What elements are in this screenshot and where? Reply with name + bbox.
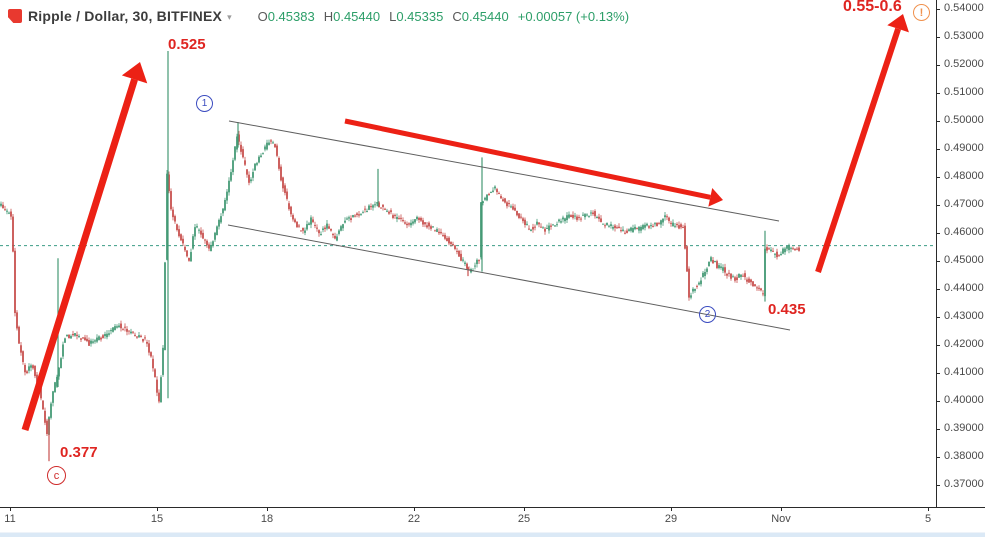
y-axis-label: 0.50000 (944, 114, 984, 126)
low-value: 0.45335 (396, 8, 444, 24)
y-axis-label: 0.51000 (944, 86, 984, 98)
open-label: O (257, 8, 268, 24)
label-channel-low[interactable]: 0.435 (768, 301, 806, 318)
x-axis-label: 5 (924, 513, 932, 525)
alert-icon[interactable]: ! (913, 4, 930, 21)
wave-1-marker[interactable]: 1 (196, 95, 213, 112)
x-axis-label: 11 (4, 513, 16, 525)
label-swing-low[interactable]: 0.377 (60, 444, 98, 461)
x-axis-label: 25 (517, 513, 531, 525)
y-axis-label: 0.41000 (944, 366, 984, 378)
y-axis-label: 0.49000 (944, 142, 984, 154)
open-value: 0.45383 (267, 8, 315, 24)
y-axis-label: 0.54000 (944, 2, 984, 14)
y-axis-label: 0.42000 (944, 338, 984, 350)
x-axis-label: 29 (664, 513, 678, 525)
y-axis-label: 0.43000 (944, 310, 984, 322)
y-axis-label: 0.48000 (944, 170, 984, 182)
label-spike-high[interactable]: 0.525 (168, 36, 206, 53)
y-axis-label: 0.44000 (944, 282, 984, 294)
y-axis-label: 0.46000 (944, 226, 984, 238)
x-axis-label: 22 (407, 513, 421, 525)
y-axis-label: 0.53000 (944, 30, 984, 42)
symbol-selector[interactable]: Ripple / Dollar, 30, BITFINEX ▾ (28, 8, 232, 24)
high-value: 0.45440 (333, 8, 381, 24)
chart-legend: Ripple / Dollar, 30, BITFINEX ▾ O0.45383… (8, 8, 629, 24)
wave-2-marker[interactable]: 2 (699, 306, 716, 323)
y-axis-label: 0.45000 (944, 254, 984, 266)
ohlc-readout: O0.45383 H0.45440 L0.45335 C0.45440 +0.0… (258, 9, 629, 24)
close-label: C (452, 8, 462, 24)
change-value: +0.00057 (+0.13%) (517, 8, 630, 24)
close-value: 0.45440 (461, 8, 509, 24)
chevron-down-icon: ▾ (227, 11, 232, 22)
y-axis-label: 0.40000 (944, 394, 984, 406)
symbol-title: Ripple / Dollar, 30, BITFINEX (28, 8, 223, 24)
label-target-range[interactable]: 0.55-0.6 (843, 0, 902, 15)
low-label: L (389, 8, 397, 24)
x-axis-label: Nov (771, 513, 791, 525)
y-axis-label: 0.39000 (944, 422, 984, 434)
x-axis-label: 15 (150, 513, 164, 525)
bottom-scroll-strip (0, 532, 985, 537)
y-axis-label: 0.38000 (944, 450, 984, 462)
y-axis-label: 0.37000 (944, 478, 984, 490)
symbol-logo-icon (8, 9, 22, 23)
high-label: H (323, 8, 334, 24)
y-axis-label: 0.47000 (944, 198, 984, 210)
x-axis-label: 18 (260, 513, 274, 525)
y-axis-label: 0.52000 (944, 58, 984, 70)
wave-c-marker[interactable]: c (47, 466, 66, 485)
